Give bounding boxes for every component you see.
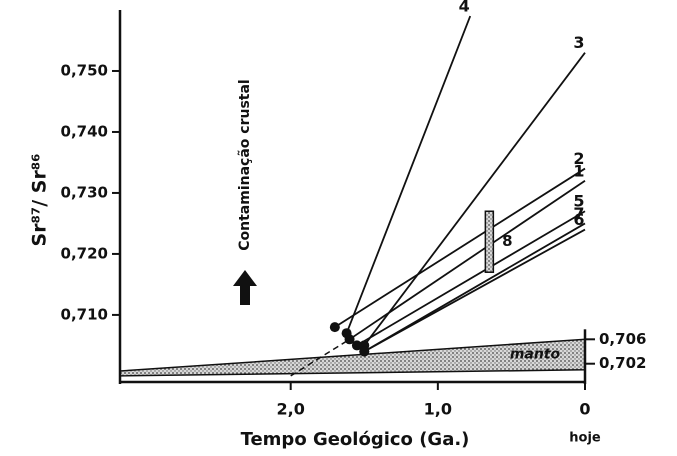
series-line [349,180,586,341]
series-line [363,52,586,346]
y2-tick-label: 0,706 [599,330,646,348]
series-line [345,15,472,334]
x-tick-label: 0 [579,400,590,419]
y-tick-label: 0,750 [61,61,108,79]
start-point [341,328,352,339]
series-line [363,222,586,353]
x-tick-label: 1,0 [424,400,452,419]
x-axis-label: Tempo Geológico (Ga.) [241,429,470,450]
x-tick-label: 2,0 [277,400,305,419]
series-line [334,167,586,328]
start-point [329,322,340,333]
series-label: 3 [573,33,584,52]
y-tick-label: 0,720 [61,244,108,262]
annotation: Contaminação crustal [237,79,253,250]
series-label: 1 [573,161,584,180]
range-bar [484,210,495,273]
extrapolation-line [290,338,350,377]
y-tick-label: 0,740 [61,122,108,140]
series-label: 2 [573,149,584,168]
series-line [356,210,586,347]
y2-tick-label: 0,702 [599,354,646,372]
y-axis-label: Sr⁸⁷/ Sr⁸⁶ [29,154,51,247]
start-point [359,346,370,357]
series-label: 5 [573,192,584,211]
series-label: 7 [573,204,584,223]
range-bar-label: 8 [502,232,512,250]
arrow-icon [233,270,257,305]
series-label: 6 [573,210,584,229]
mantle-label: manto [510,347,561,363]
y-tick-label: 0,710 [61,305,108,323]
series-label: 4 [459,0,470,16]
start-point [351,340,362,351]
x-note: hoje [569,431,601,446]
y-tick-label: 0,730 [61,183,108,201]
